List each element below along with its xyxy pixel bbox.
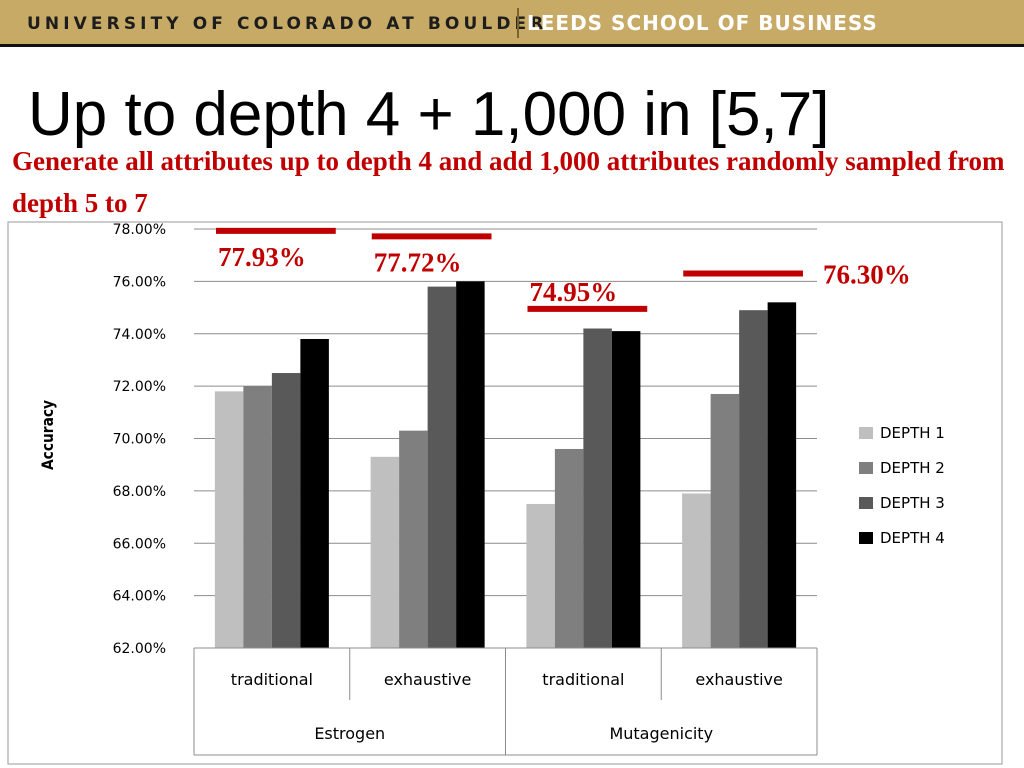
legend-swatch bbox=[859, 427, 873, 439]
bar bbox=[214, 391, 244, 648]
legend-label: DEPTH 4 bbox=[880, 529, 945, 547]
y-tick-label: 76.00% bbox=[113, 274, 166, 290]
header-banner: UNIVERSITY OF COLORADO AT BOULDER LEEDS … bbox=[0, 0, 1024, 47]
bar bbox=[526, 503, 555, 648]
y-tick-label: 72.00% bbox=[113, 379, 166, 395]
y-tick-label: 66.00% bbox=[113, 536, 166, 552]
bar bbox=[243, 386, 272, 648]
bar bbox=[739, 310, 768, 648]
university-name: UNIVERSITY OF COLORADO AT BOULDER bbox=[27, 14, 548, 34]
legend-label: DEPTH 3 bbox=[880, 494, 945, 512]
bar bbox=[271, 373, 301, 648]
y-tick-label: 68.00% bbox=[113, 484, 166, 500]
y-tick-label: 78.00% bbox=[113, 222, 166, 238]
school-name: LEEDS SCHOOL OF BUSINESS bbox=[527, 11, 878, 35]
bar bbox=[767, 302, 797, 648]
legend-label: DEPTH 2 bbox=[880, 459, 945, 477]
legend-swatch bbox=[859, 532, 873, 544]
x-tick-label: traditional bbox=[542, 670, 624, 689]
y-tick-label: 62.00% bbox=[113, 641, 166, 657]
bar bbox=[300, 338, 329, 648]
y-tick-label: 70.00% bbox=[113, 432, 166, 448]
y-tick-label: 64.00% bbox=[113, 589, 166, 605]
x-group-label: Mutagenicity bbox=[609, 724, 713, 743]
bar bbox=[399, 430, 428, 648]
slide-title: Up to depth 4 + 1,000 in [5,7] bbox=[28, 80, 830, 149]
annotation-label: 76.30% bbox=[823, 260, 911, 290]
bar bbox=[554, 448, 584, 648]
x-tick-label: exhaustive bbox=[384, 670, 471, 689]
annotation-label: 74.95% bbox=[530, 277, 618, 307]
legend-swatch bbox=[859, 462, 873, 474]
bar bbox=[456, 281, 485, 648]
bar bbox=[682, 493, 711, 648]
annotation-label: 77.72% bbox=[374, 247, 462, 277]
bar bbox=[370, 456, 400, 648]
bar bbox=[427, 286, 457, 648]
legend-swatch bbox=[859, 497, 873, 509]
bar bbox=[583, 328, 612, 648]
slide-subtitle: Generate all attributes up to depth 4 an… bbox=[12, 146, 1005, 218]
banner-divider bbox=[517, 8, 519, 38]
y-axis-label: Accuracy bbox=[38, 400, 57, 470]
legend-label: DEPTH 1 bbox=[880, 424, 945, 442]
y-tick-label: 74.00% bbox=[113, 327, 166, 343]
annotation-label: 77.93% bbox=[218, 242, 306, 272]
bar bbox=[611, 331, 641, 648]
bar bbox=[710, 393, 740, 648]
x-group-label: Estrogen bbox=[314, 724, 385, 743]
x-tick-label: traditional bbox=[231, 670, 313, 689]
x-tick-label: exhaustive bbox=[695, 670, 782, 689]
